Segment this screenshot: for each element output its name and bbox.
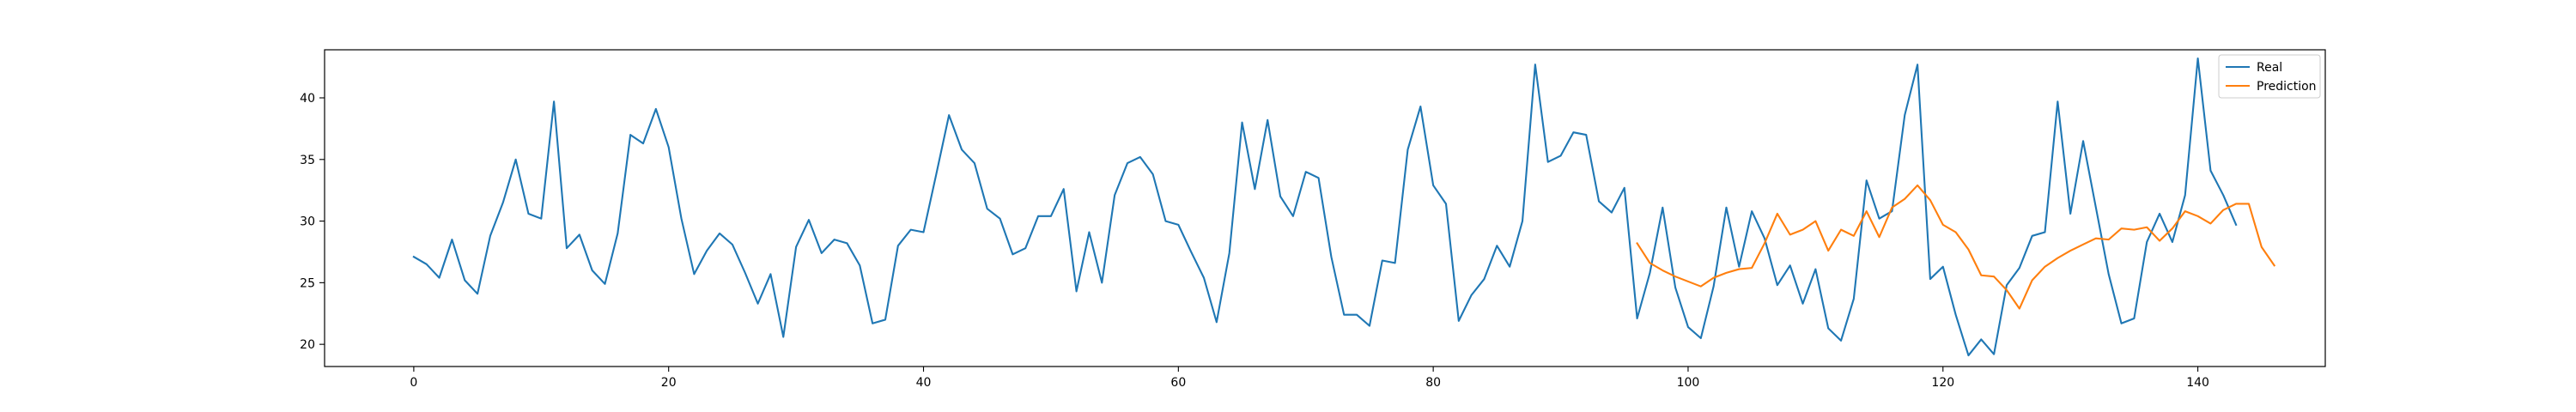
legend: Real Prediction bbox=[2218, 54, 2321, 99]
series-line-prediction bbox=[1636, 184, 2276, 310]
legend-label-real: Real bbox=[2257, 61, 2282, 75]
y-tick-label: 35 bbox=[300, 154, 315, 167]
plot-frame bbox=[324, 49, 2326, 367]
x-tick-label: 80 bbox=[1425, 376, 1441, 390]
legend-box bbox=[2218, 54, 2321, 99]
series-lines bbox=[412, 58, 2276, 357]
x-tick-label: 20 bbox=[661, 376, 677, 390]
x-tick-label: 120 bbox=[1931, 376, 1954, 390]
y-tick-label: 20 bbox=[300, 338, 315, 352]
x-tick-label: 0 bbox=[410, 376, 417, 390]
y-tick-label: 25 bbox=[300, 276, 315, 290]
series-line-real bbox=[412, 58, 2238, 357]
y-tick-label: 40 bbox=[300, 92, 315, 106]
y-tick-label: 30 bbox=[300, 215, 315, 229]
y-axis: 20 25 30 35 40 bbox=[300, 92, 325, 352]
x-tick-label: 60 bbox=[1170, 376, 1186, 390]
x-tick-label: 40 bbox=[916, 376, 932, 390]
x-tick-label: 100 bbox=[1677, 376, 1700, 390]
x-tick-label: 140 bbox=[2186, 376, 2209, 390]
x-axis: 0 20 40 60 80 100 120 140 bbox=[410, 367, 2209, 390]
legend-label-prediction: Prediction bbox=[2257, 80, 2317, 94]
